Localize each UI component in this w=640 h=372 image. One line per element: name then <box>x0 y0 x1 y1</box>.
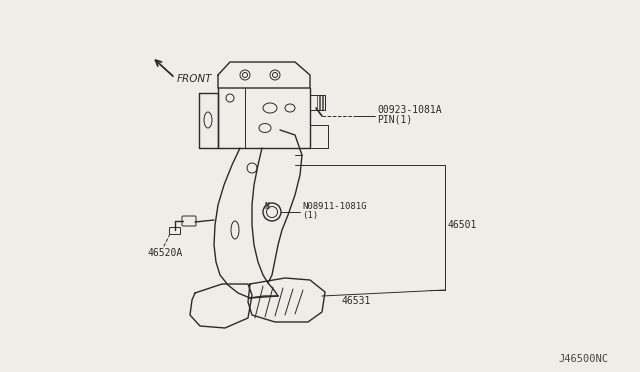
Text: (1): (1) <box>302 211 318 220</box>
Text: PIN(1): PIN(1) <box>377 114 412 124</box>
Text: FRONT: FRONT <box>177 74 212 84</box>
Text: J46500NC: J46500NC <box>558 354 608 364</box>
Text: 46531: 46531 <box>342 296 371 306</box>
Text: 46501: 46501 <box>448 220 477 230</box>
Text: N08911-1081G: N08911-1081G <box>302 202 367 211</box>
Text: 00923-1081A: 00923-1081A <box>377 105 442 115</box>
Text: N: N <box>265 202 269 211</box>
Text: 46520A: 46520A <box>148 248 183 258</box>
